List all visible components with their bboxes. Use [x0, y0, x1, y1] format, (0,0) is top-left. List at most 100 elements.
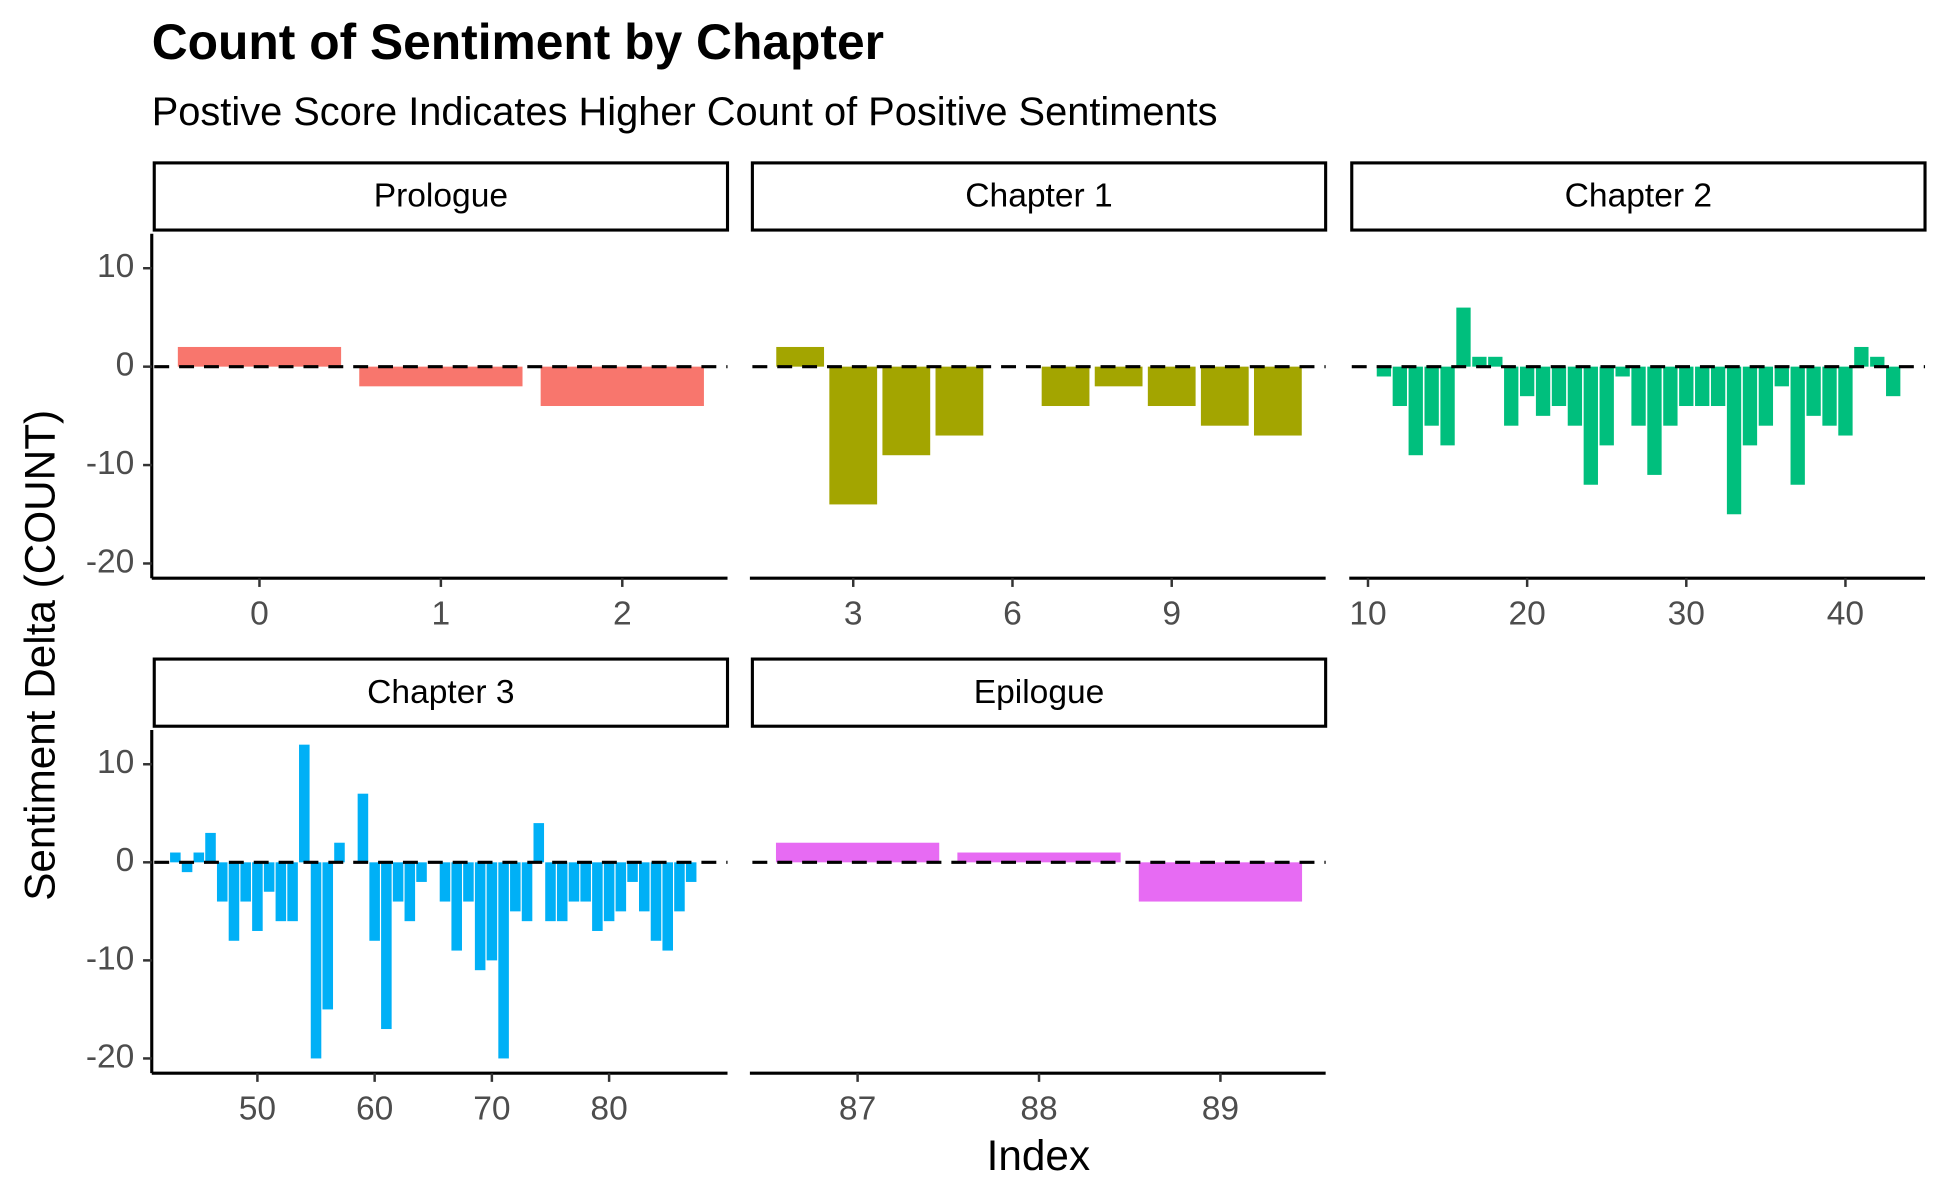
- bar: [1583, 366, 1598, 485]
- bar: [1758, 366, 1774, 426]
- bar: [359, 366, 523, 387]
- bar: [662, 862, 674, 951]
- x-tick-label: 2: [613, 595, 632, 632]
- bar: [957, 852, 1121, 863]
- bar: [1440, 366, 1455, 446]
- bar: [533, 823, 545, 863]
- bar: [486, 862, 498, 961]
- y-tick-label: 10: [97, 744, 134, 781]
- bar: [205, 832, 216, 863]
- bar: [1519, 366, 1535, 397]
- bar: [404, 862, 416, 922]
- bar: [510, 862, 521, 912]
- x-tick-label: 30: [1668, 595, 1705, 632]
- bar: [322, 862, 334, 1010]
- bar: [1551, 366, 1567, 407]
- x-tick-label: 70: [473, 1090, 510, 1127]
- bar: [1376, 366, 1392, 377]
- bar: [627, 862, 638, 882]
- facet-label: Chapter 3: [367, 674, 514, 711]
- bar: [1200, 366, 1249, 426]
- bar: [334, 842, 345, 863]
- bar: [1631, 366, 1646, 426]
- bar: [568, 862, 580, 902]
- chart-title: Count of Sentiment by Chapter: [152, 14, 884, 70]
- bar: [685, 862, 697, 882]
- facet-label: Chapter 2: [1565, 178, 1712, 215]
- x-tick-label: 6: [1003, 595, 1022, 632]
- bar: [521, 862, 533, 922]
- facet-strip: [750, 161, 1328, 232]
- bar: [1253, 366, 1302, 436]
- bar: [240, 862, 251, 902]
- facet-strip: [152, 161, 730, 232]
- x-tick-label: 40: [1827, 595, 1864, 632]
- x-tick-label: 3: [844, 595, 863, 632]
- x-tick-label: 88: [1020, 1090, 1057, 1127]
- bar: [1790, 366, 1805, 485]
- bar: [170, 852, 181, 863]
- y-tick-label: 0: [116, 347, 135, 384]
- x-tick-label: 89: [1202, 1090, 1239, 1127]
- x-tick-label: 50: [239, 1090, 276, 1127]
- bar: [545, 862, 556, 922]
- bar: [263, 862, 275, 892]
- x-tick-label: 60: [356, 1090, 393, 1127]
- x-tick-label: 0: [250, 595, 269, 632]
- x-tick-label: 9: [1162, 595, 1181, 632]
- bar: [639, 862, 650, 912]
- bar: [1535, 366, 1551, 416]
- bar: [228, 862, 240, 941]
- bar: [193, 852, 205, 863]
- bar: [381, 862, 392, 1030]
- y-tick-label: 10: [97, 248, 134, 285]
- facet-strip: [750, 657, 1328, 728]
- y-tick-label: -20: [86, 543, 135, 580]
- x-tick-label: 1: [432, 595, 451, 632]
- facet-strip: [1350, 161, 1927, 232]
- bar: [439, 862, 451, 902]
- bar: [310, 862, 322, 1059]
- bar: [1147, 366, 1196, 407]
- bar: [1488, 356, 1503, 367]
- bar: [287, 862, 298, 922]
- bar: [177, 346, 342, 367]
- facet-strip: [152, 657, 730, 728]
- y-tick-label: -10: [86, 940, 135, 977]
- x-axis-title: Index: [987, 1132, 1090, 1179]
- bar: [1663, 366, 1678, 426]
- bar: [498, 862, 509, 1059]
- facet-label: Prologue: [374, 178, 508, 215]
- bar: [1408, 366, 1423, 456]
- bar: [580, 862, 591, 902]
- x-tick-label: 20: [1508, 595, 1545, 632]
- bar: [1806, 366, 1821, 416]
- bar: [1138, 862, 1303, 902]
- bar: [882, 366, 931, 456]
- x-tick-label: 80: [590, 1090, 627, 1127]
- x-tick-label: 87: [839, 1090, 876, 1127]
- x-tick-label: 10: [1349, 595, 1386, 632]
- bar: [1599, 366, 1614, 446]
- bar: [829, 366, 878, 505]
- bar: [1679, 366, 1694, 407]
- bar: [1424, 366, 1439, 426]
- chart-subtitle: Postive Score Indicates Higher Count of …: [152, 90, 1218, 134]
- bar: [463, 862, 474, 902]
- bar: [1647, 366, 1662, 475]
- bar: [1710, 366, 1726, 407]
- bar: [299, 744, 310, 863]
- bar: [775, 842, 940, 863]
- y-tick-label: -10: [86, 445, 135, 482]
- bar: [451, 862, 462, 951]
- bar: [181, 862, 193, 873]
- bar: [1695, 366, 1710, 407]
- bar: [1456, 307, 1471, 367]
- bar: [1774, 366, 1789, 387]
- bar: [1472, 356, 1487, 367]
- bar: [592, 862, 603, 931]
- bar: [392, 862, 404, 902]
- bar: [650, 862, 662, 941]
- bar: [1838, 366, 1853, 436]
